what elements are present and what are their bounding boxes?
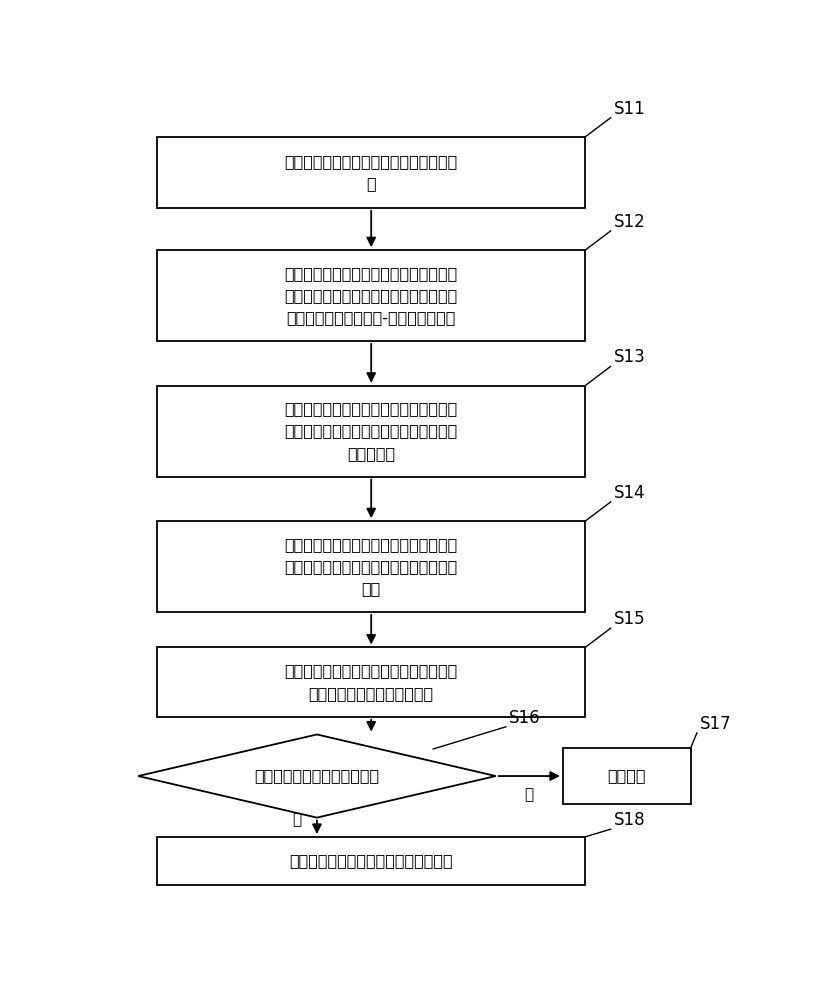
Text: 否: 否: [292, 812, 301, 827]
Text: 获取主配网模型，并对主配网模型进行拼
接: 获取主配网模型，并对主配网模型进行拼 接: [284, 154, 458, 191]
Text: 基于并发合环导纳矩阵、各节点的节点电
压计算各合环开关的合环电流: 基于并发合环导纳矩阵、各节点的节点电 压计算各合环开关的合环电流: [284, 664, 458, 701]
Text: S13: S13: [614, 348, 646, 366]
FancyBboxPatch shape: [157, 521, 585, 612]
FancyBboxPatch shape: [157, 837, 585, 885]
Text: 将主配网模型中的各合环开关同时闭合: 将主配网模型中的各合环开关同时闭合: [289, 853, 453, 868]
Text: S16: S16: [509, 709, 541, 727]
Text: 对拼接后的主配网模型进行网络拓扑分析
，并通过确定母线为节点，母线间的连接
设备为支路，建立节点-支路的电网模型: 对拼接后的主配网模型进行网络拓扑分析 ，并通过确定母线为节点，母线间的连接 设备…: [284, 266, 458, 325]
Text: S15: S15: [614, 610, 645, 628]
FancyBboxPatch shape: [157, 647, 585, 717]
Text: S17: S17: [700, 715, 732, 733]
Text: 获取并发合环导纳矩阵，并发合环导纳矩
阵包括常规节点导纳矩阵及并发合环增量
矩阵: 获取并发合环导纳矩阵，并发合环导纳矩 阵包括常规节点导纳矩阵及并发合环增量 矩阵: [284, 537, 458, 596]
FancyBboxPatch shape: [157, 137, 585, 208]
FancyBboxPatch shape: [157, 386, 585, 477]
Text: 是: 是: [525, 788, 534, 803]
Text: 判断合环电流是否越保护限额: 判断合环电流是否越保护限额: [255, 769, 380, 784]
Text: S12: S12: [614, 213, 646, 231]
FancyBboxPatch shape: [563, 748, 691, 804]
Text: S18: S18: [614, 811, 645, 829]
Text: 结束操作: 结束操作: [607, 769, 646, 784]
Polygon shape: [138, 734, 496, 818]
Text: S11: S11: [614, 100, 646, 118]
Text: 获取各节点的节点电压，其中，各节点的
节点电压包括各节点的节点电压相位及节
点电压幅值: 获取各节点的节点电压，其中，各节点的 节点电压包括各节点的节点电压相位及节 点电…: [284, 401, 458, 461]
FancyBboxPatch shape: [157, 250, 585, 341]
Text: S14: S14: [614, 484, 645, 502]
